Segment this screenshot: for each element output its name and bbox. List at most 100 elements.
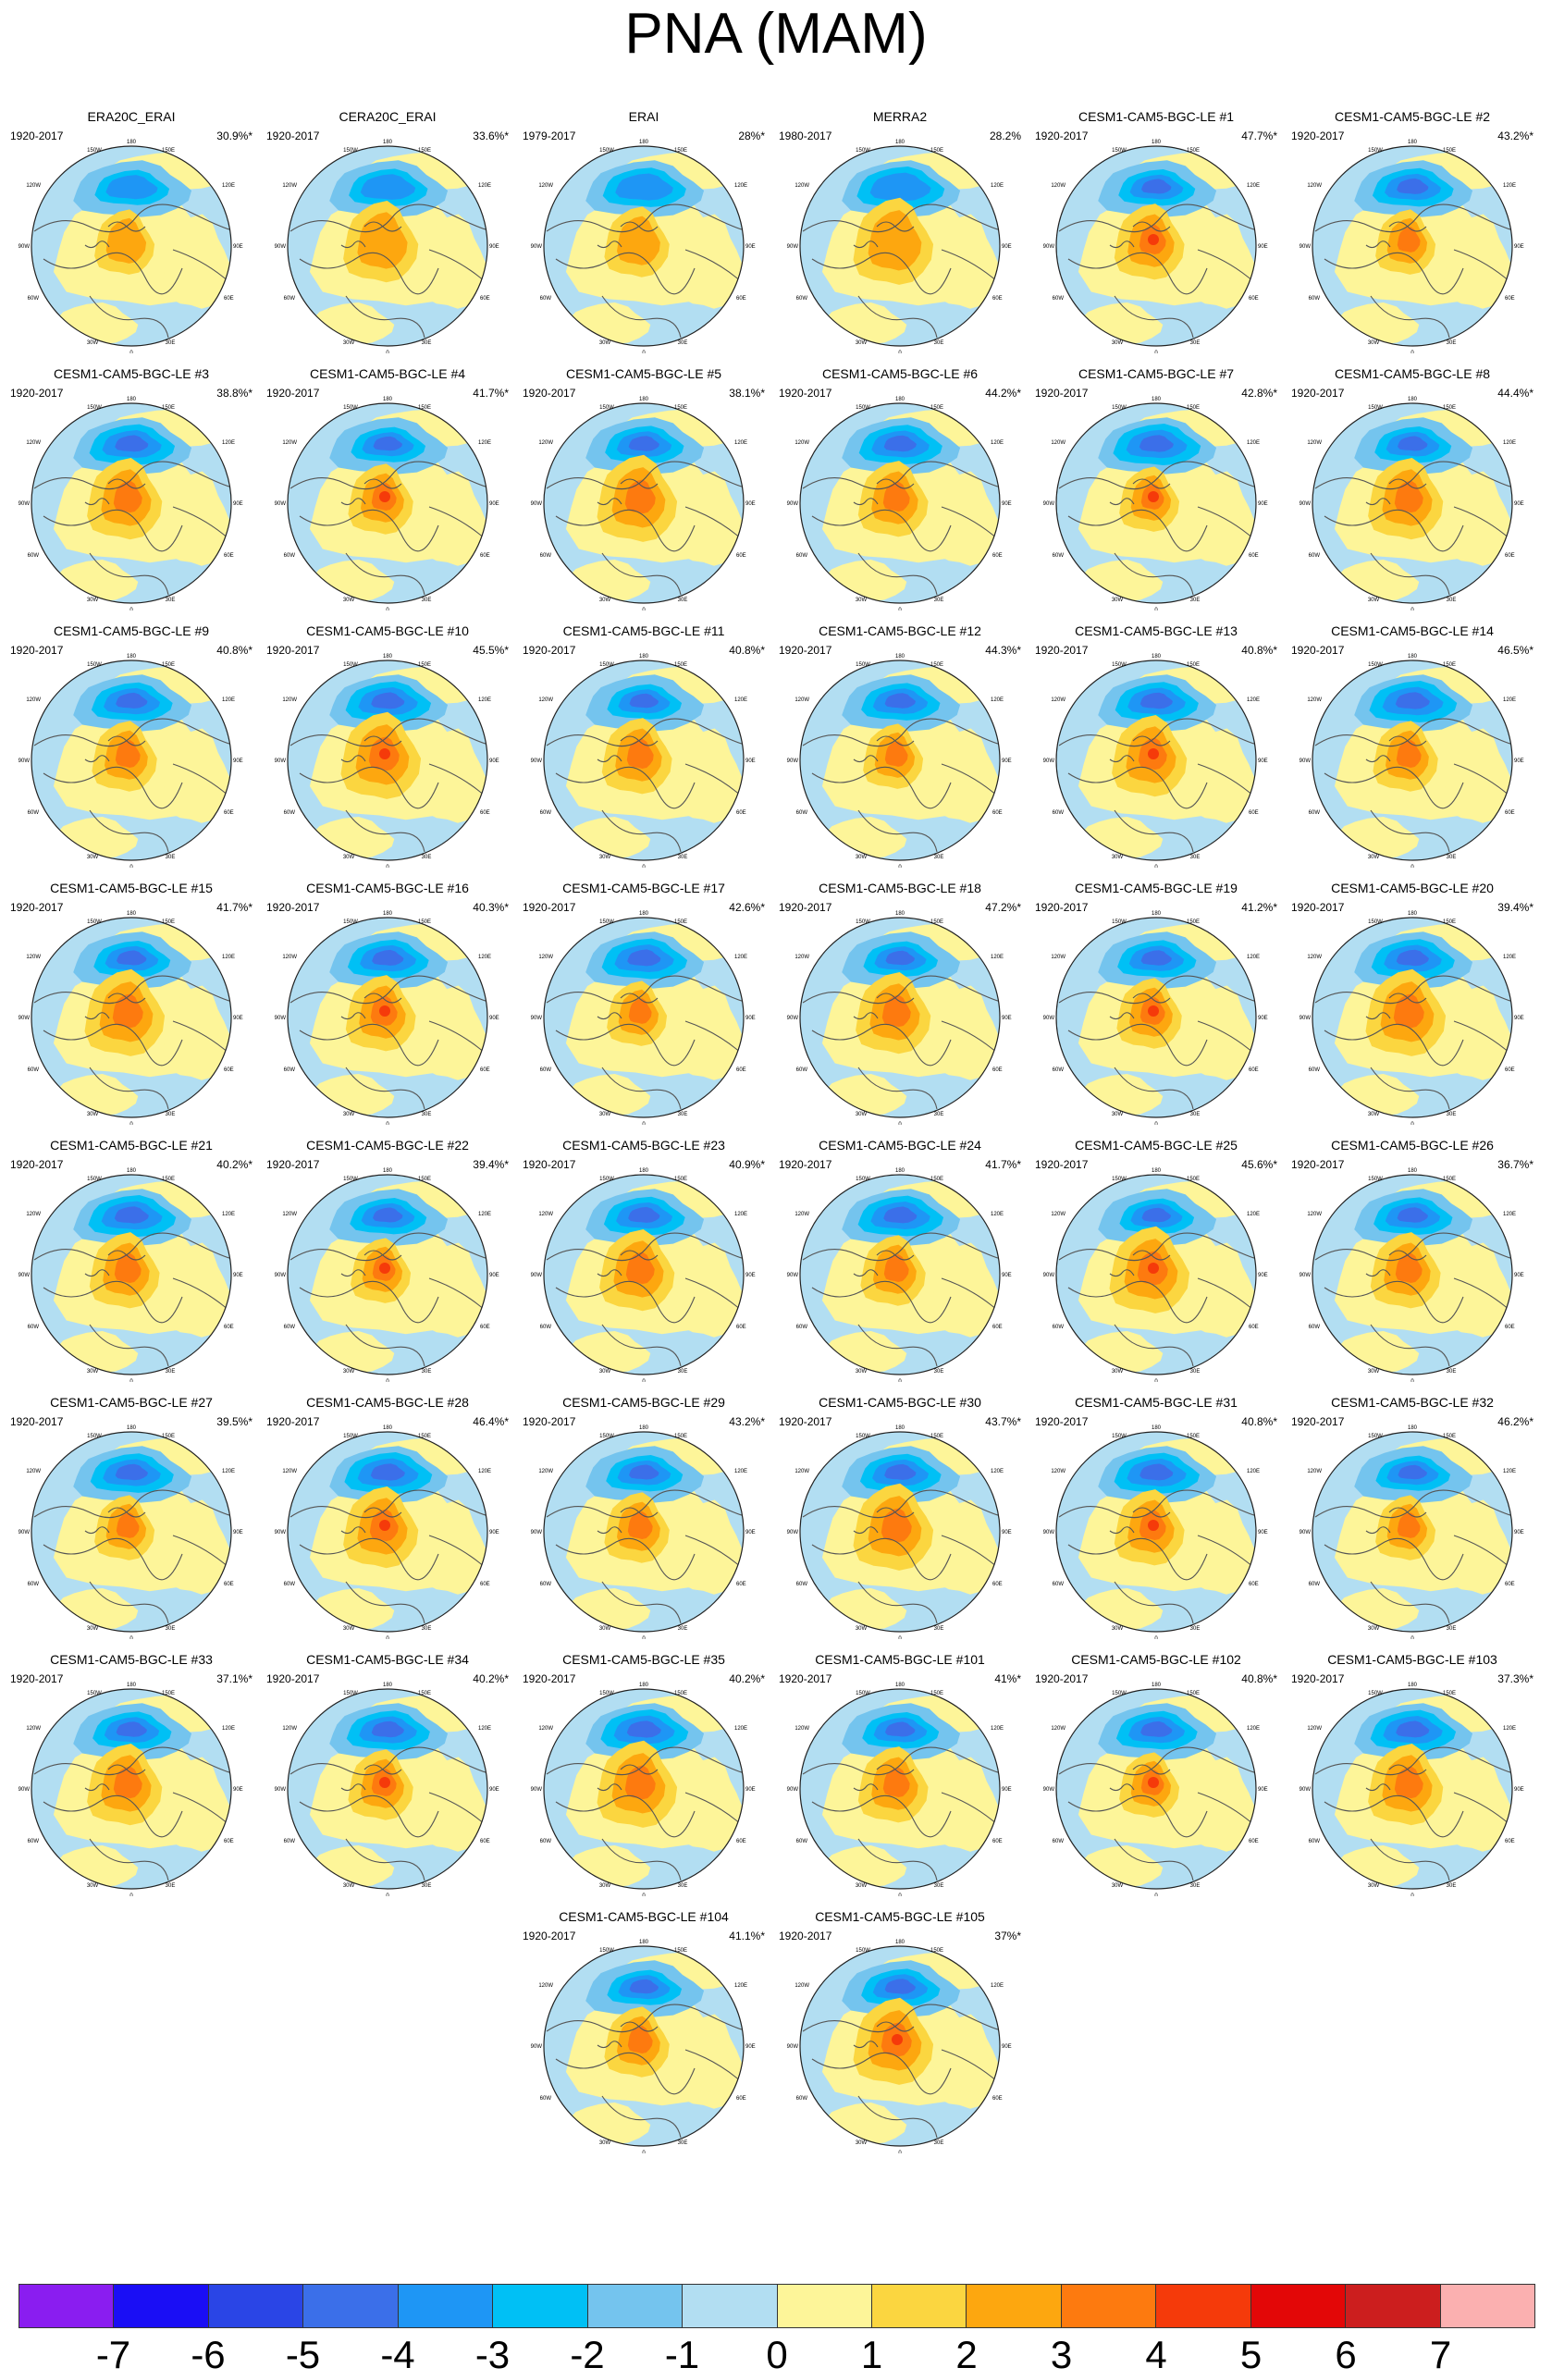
lon-label: 30W	[87, 1883, 99, 1889]
lon-label: 60W	[1309, 1067, 1321, 1073]
lon-label: 90E	[489, 758, 499, 764]
lon-label: 120W	[794, 955, 809, 960]
lon-label: 0	[898, 1122, 902, 1125]
panel-variance: 41.2%*	[1241, 901, 1277, 914]
lon-label: 150W	[599, 1434, 614, 1439]
polar-map: 180 150W 150E 120W 120E 90W 90E 60W 60E 30W 30E 0	[275, 397, 499, 610]
map-panel: CESM1-CAM5-BGC-LE #11 1920-2017 40.8%* 180 1…	[519, 623, 769, 871]
lon-label: 60W	[284, 296, 296, 302]
lon-label: 0	[642, 608, 646, 610]
panel-title: CESM1-CAM5-BGC-LE #15	[50, 881, 213, 895]
lon-label: 60E	[992, 2096, 1003, 2102]
lon-label: 0	[642, 865, 646, 868]
lon-label: 60W	[540, 1325, 552, 1330]
panel-period: 1920-2017	[10, 1158, 64, 1171]
lon-label: 30W	[599, 1112, 611, 1117]
lon-label: 60E	[480, 1067, 490, 1073]
panel-variance: 46.4%*	[473, 1415, 509, 1428]
map-panel: CESM1-CAM5-BGC-LE #1 1920-2017 47.7%* 180 15…	[1031, 109, 1281, 357]
lon-label: 120E	[478, 1726, 491, 1732]
pacific-low	[73, 1189, 192, 1246]
lon-label: 120W	[1051, 1726, 1065, 1732]
lon-label: 30E	[422, 598, 432, 603]
polar-map: 180 150W 150E 120W 120E 90W 90E 60W 60E 30W 30E 0	[1299, 397, 1524, 610]
lon-label: 180	[639, 654, 649, 660]
lon-label: 60E	[992, 553, 1003, 559]
panel-variance: 40.2%*	[216, 1158, 253, 1171]
panel-variance: 37.1%*	[216, 1672, 253, 1685]
panel-period: 1920-2017	[266, 1415, 320, 1428]
lon-label: 150W	[87, 662, 102, 668]
lon-label: 120E	[1247, 697, 1260, 703]
lon-label: 180	[895, 1425, 905, 1431]
lon-label: 30W	[1368, 598, 1380, 603]
lon-label: 0	[1154, 1122, 1158, 1125]
lon-label: 180	[1408, 397, 1418, 402]
north-america-high	[604, 1492, 670, 1563]
panel-variance: 28%*	[738, 129, 765, 142]
pacific-low	[842, 1703, 961, 1760]
lon-label: 0	[898, 1893, 902, 1896]
lon-label: 30E	[1190, 855, 1201, 860]
polar-map: 180 150W 150E 120W 120E 90W 90E 60W 60E 30W 30E 0	[275, 140, 499, 353]
lon-label: 30W	[1368, 855, 1380, 860]
lon-label: 120E	[1247, 183, 1260, 189]
pacific-low	[842, 1446, 961, 1503]
lon-label: 30W	[599, 855, 611, 860]
lon-label: 180	[895, 911, 905, 917]
pacific-low	[329, 1703, 449, 1760]
lon-label: 90W	[1043, 1016, 1055, 1021]
lon-label: 90W	[531, 1787, 543, 1793]
lon-label: 30E	[678, 1883, 688, 1889]
lon-label: 60W	[284, 1839, 296, 1844]
lon-label: 0	[386, 1893, 389, 1896]
pacific-low	[329, 417, 449, 475]
lon-label: 60W	[540, 1582, 552, 1587]
map-panel: MERRA2 1980-2017 28.2% 180 150W 150E 120W 120E 9…	[775, 109, 1025, 357]
polar-map: 180 150W 150E 120W 120E 90W 90E 60W 60E 30W 30E 0	[1299, 1425, 1524, 1639]
lon-label: 150E	[162, 919, 175, 925]
lon-label: 150E	[418, 662, 431, 668]
panel-title: CESM1-CAM5-BGC-LE #35	[562, 1652, 725, 1667]
lon-label: 30E	[166, 1626, 176, 1632]
lon-label: 60W	[540, 553, 552, 559]
map-panel: CESM1-CAM5-BGC-LE #13 1920-2017 40.8%* 180 1…	[1031, 623, 1281, 871]
lon-label: 60W	[1053, 810, 1065, 816]
lon-label: 180	[1152, 1168, 1162, 1174]
lon-label: 30W	[1368, 1626, 1380, 1632]
lon-label: 180	[383, 397, 393, 402]
polar-map: 180 150W 150E 120W 120E 90W 90E 60W 60E 30W 30E 0	[787, 1168, 1012, 1382]
colorbar-box	[871, 2285, 967, 2327]
lon-label: 60E	[736, 810, 746, 816]
polar-map: 180 150W 150E 120W 120E 90W 90E 60W 60E 30W 30E 0	[787, 1683, 1012, 1896]
lon-label: 60E	[736, 2096, 746, 2102]
pacific-low	[585, 1446, 705, 1503]
lon-label: 90W	[787, 758, 799, 764]
coastlines	[289, 718, 487, 853]
map-panel: CESM1-CAM5-BGC-LE #17 1920-2017 42.6%* 180 1…	[519, 881, 769, 1128]
lon-label: 90W	[1299, 1273, 1312, 1278]
lon-label: 60W	[796, 553, 808, 559]
lon-label: 150W	[856, 1691, 870, 1696]
north-america-high	[601, 718, 672, 795]
lon-label: 60E	[224, 1582, 234, 1587]
coastlines	[546, 2004, 744, 2139]
lon-label: 150W	[1112, 1691, 1127, 1696]
lon-label: 30E	[934, 1369, 944, 1375]
lon-label: 0	[129, 1893, 133, 1896]
lon-label: 150W	[599, 148, 614, 154]
lon-label: 120W	[1051, 183, 1065, 189]
lon-label: 60W	[28, 1067, 40, 1073]
lon-label: 180	[1408, 911, 1418, 917]
lon-label: 150E	[674, 1948, 687, 1954]
lon-label: 30E	[1190, 598, 1201, 603]
lon-label: 60W	[284, 1067, 296, 1073]
lon-label: 60E	[736, 1067, 746, 1073]
lon-label: 90W	[1043, 1530, 1055, 1535]
lon-label: 150E	[674, 662, 687, 668]
lon-label: 120W	[538, 1212, 553, 1217]
colorbar-tick-label: 3	[1050, 2333, 1073, 2376]
map-panel: CESM1-CAM5-BGC-LE #12 1920-2017 44.3%* 180 1…	[775, 623, 1025, 871]
lon-label: 30E	[1190, 1112, 1201, 1117]
coastlines	[33, 461, 231, 596]
